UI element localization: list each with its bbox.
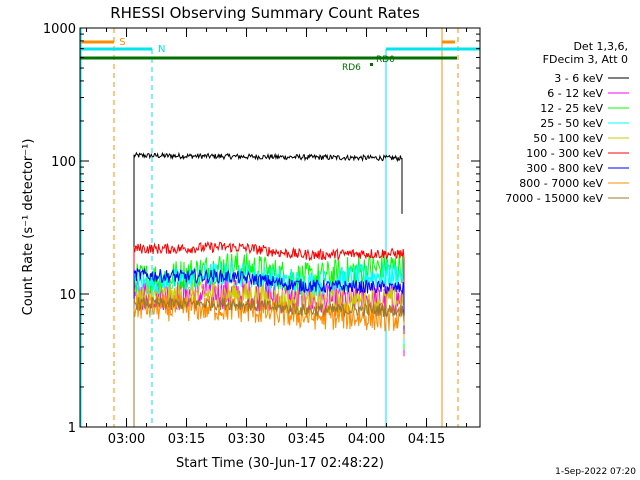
x-axis: 03:00 03:15 03:30 03:45 04:00 04:15 <box>86 28 468 447</box>
legend-entry-label: 7000 - 15000 keV <box>505 192 603 205</box>
y-axis: 1 10 100 1000 <box>43 22 480 436</box>
legend-header-line: FDecim 3, Att 0 <box>543 53 628 66</box>
rd6-flag-label: RD6 <box>342 63 361 73</box>
legend-entry-label: 800 - 7000 keV <box>519 177 603 190</box>
y-axis-label: Count Rate (s⁻¹ detector⁻¹) <box>21 139 36 316</box>
x-axis-label: Start Time (30-Jun-17 02:48:22) <box>176 456 384 471</box>
x-tick-label: 03:45 <box>288 432 325 447</box>
legend-entry-label: 12 - 25 keV <box>540 102 603 115</box>
legend-entry-label: 25 - 50 keV <box>540 117 603 130</box>
chart-title: RHESSI Observing Summary Count Rates <box>110 4 420 22</box>
series-line-8 <box>133 295 405 427</box>
legend: Det 1,3,6,FDecim 3, Att 0 3 - 6 keV 6 - 12… <box>505 40 629 205</box>
saa-flag-label: S <box>119 37 125 48</box>
plot-frame <box>79 27 481 428</box>
rd0-flag-label: RD0 <box>376 55 395 65</box>
legend-header-line: Det 1,3,6, <box>573 40 628 53</box>
rd6-marker <box>370 63 373 66</box>
legend-entry-label: 50 - 100 keV <box>533 132 603 145</box>
footer-date: 1-Sep-2022 07:20 <box>555 467 636 477</box>
series-line-6 <box>133 267 405 427</box>
x-tick-label: 04:00 <box>348 432 385 447</box>
legend-entry-label: 6 - 12 keV <box>547 87 603 100</box>
x-tick-label: 03:30 <box>228 432 265 447</box>
legend-entry-label: 3 - 6 keV <box>554 72 603 85</box>
x-tick-label: 03:15 <box>168 432 205 447</box>
x-tick-label: 04:15 <box>408 432 445 447</box>
y-tick-label: 1000 <box>43 22 76 37</box>
series-line-0 <box>133 151 403 427</box>
series-line-5 <box>133 240 405 427</box>
y-tick-label: 100 <box>51 155 76 170</box>
plot-area: S N RD0 RD6 <box>80 28 480 427</box>
x-tick-label: 03:00 <box>108 432 145 447</box>
night-flag-label: N <box>158 44 165 55</box>
legend-entry-label: 300 - 800 keV <box>526 162 603 175</box>
y-tick-label: 10 <box>59 288 76 303</box>
y-tick-label: 1 <box>68 421 76 436</box>
legend-entry-label: 100 - 300 keV <box>526 147 603 160</box>
